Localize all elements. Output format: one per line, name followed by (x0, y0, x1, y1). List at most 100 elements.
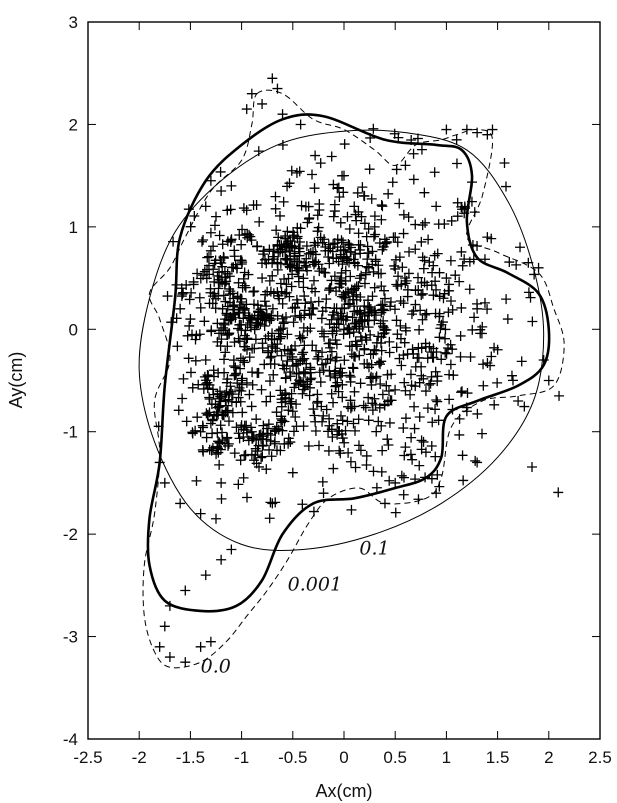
data-point (376, 466, 387, 477)
data-point (278, 196, 289, 207)
data-point (352, 187, 363, 198)
data-point (350, 462, 361, 473)
data-point (266, 351, 277, 362)
data-point (392, 237, 403, 248)
data-point (409, 423, 420, 434)
data-point (199, 371, 210, 382)
data-point (303, 441, 314, 452)
data-point (301, 358, 312, 369)
data-point (332, 418, 343, 429)
data-point (270, 191, 281, 202)
data-point (336, 428, 347, 439)
data-point (320, 358, 331, 369)
data-point (333, 386, 344, 397)
data-point (162, 291, 173, 302)
data-point (253, 367, 264, 378)
data-point (195, 508, 206, 519)
data-point (268, 369, 279, 380)
data-point (335, 308, 346, 319)
data-point (310, 256, 321, 267)
data-point (390, 263, 401, 274)
data-point (181, 416, 192, 427)
data-point (211, 211, 221, 222)
data-point (525, 292, 536, 303)
data-point (410, 299, 421, 310)
data-point (172, 341, 183, 352)
data-point (440, 324, 451, 335)
data-point (198, 270, 209, 281)
data-point (209, 276, 220, 287)
data-point (265, 391, 276, 402)
data-point (185, 314, 196, 325)
data-point (226, 544, 237, 555)
data-point (287, 406, 298, 417)
data-point (337, 433, 348, 444)
data-point (373, 416, 384, 427)
data-point (470, 455, 481, 466)
data-point (502, 314, 513, 325)
data-point (335, 217, 346, 228)
data-point (261, 315, 272, 326)
data-point (310, 416, 321, 427)
data-point (312, 353, 323, 364)
data-point (338, 237, 349, 248)
data-point (326, 424, 337, 435)
data-point (164, 652, 175, 663)
data-point (291, 421, 302, 432)
data-point (283, 433, 294, 444)
data-point (370, 256, 381, 267)
data-point (187, 382, 198, 393)
data-point (229, 299, 240, 310)
data-point (416, 144, 427, 155)
data-point (313, 351, 324, 362)
x-tick-label: 1.5 (486, 748, 510, 767)
data-point (282, 329, 293, 340)
data-point (258, 420, 269, 431)
data-point (264, 275, 275, 286)
data-point (272, 346, 283, 357)
data-point (507, 375, 518, 386)
data-point (371, 426, 382, 437)
data-point (437, 317, 448, 328)
data-point (273, 232, 284, 243)
data-point (197, 236, 208, 247)
data-point (416, 361, 427, 372)
data-point (297, 499, 308, 510)
data-point (324, 258, 335, 269)
data-point (289, 302, 300, 313)
data-point (432, 469, 443, 480)
data-point (306, 373, 317, 384)
data-point (376, 281, 387, 292)
y-tick-label: 0 (69, 320, 78, 339)
data-point (277, 313, 288, 324)
data-point (424, 379, 435, 390)
data-point (398, 209, 409, 220)
data-point (267, 251, 278, 262)
data-point (208, 389, 219, 400)
data-point (406, 380, 417, 391)
data-point (296, 200, 307, 211)
data-point (287, 354, 298, 365)
data-point (241, 377, 252, 388)
contour-label: 0.0 (201, 655, 231, 677)
data-point (282, 255, 293, 266)
data-point (434, 332, 445, 343)
data-point (346, 504, 357, 515)
data-point (398, 489, 409, 500)
data-point (312, 226, 323, 237)
data-point (202, 264, 213, 275)
data-point (379, 400, 390, 411)
data-point (398, 423, 409, 434)
data-point (240, 282, 251, 293)
data-point (241, 344, 252, 355)
data-point (338, 314, 349, 325)
data-point (369, 344, 380, 355)
data-point (349, 201, 360, 212)
data-point (339, 139, 350, 150)
data-point (184, 294, 195, 305)
data-point (266, 310, 277, 321)
data-point (355, 445, 366, 456)
data-point (408, 348, 419, 359)
data-point (267, 73, 278, 84)
data-point (313, 259, 324, 270)
